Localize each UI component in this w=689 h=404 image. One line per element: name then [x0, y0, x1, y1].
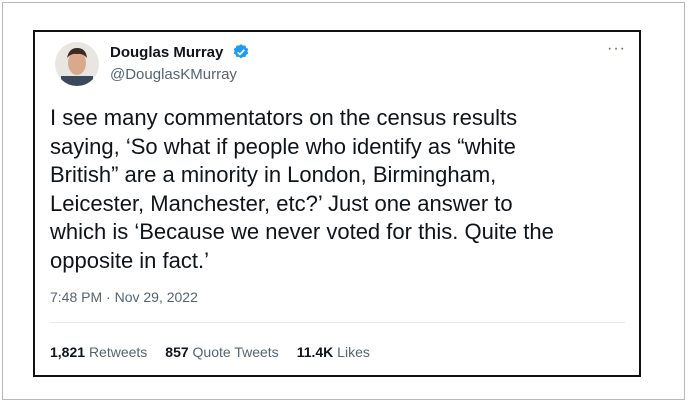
stat-count: 857: [165, 344, 188, 360]
tweet-card: Douglas Murray @DouglasKMurray ··· I see…: [33, 30, 641, 377]
timestamp[interactable]: 7:48 PM · Nov 29, 2022: [50, 289, 198, 305]
tweet-line: British” are a minority in London, Birmi…: [50, 161, 554, 190]
stat-label: Retweets: [89, 344, 147, 360]
stat[interactable]: 11.4K Likes: [297, 344, 370, 360]
tweet-line: I see many commentators on the census re…: [50, 104, 554, 133]
tweet-line: which is ‘Because we never voted for thi…: [50, 218, 554, 247]
verified-badge: [232, 43, 250, 61]
stat-label: Quote Tweets: [193, 344, 279, 360]
more-button[interactable]: ···: [607, 40, 626, 58]
user-name[interactable]: Douglas Murray: [110, 44, 223, 61]
stat[interactable]: 1,821 Retweets: [50, 344, 147, 360]
divider: [50, 322, 625, 323]
stats: 1,821 Retweets 857 Quote Tweets 11.4K Like…: [50, 344, 370, 360]
page: Douglas Murray @DouglasKMurray ··· I see…: [0, 0, 689, 404]
stat-count: 11.4K: [297, 344, 334, 360]
stat-label: Likes: [337, 344, 370, 360]
user-handle[interactable]: @DouglasKMurray: [110, 66, 237, 83]
stat-count: 1,821: [50, 344, 85, 360]
avatar[interactable]: [55, 42, 99, 86]
tweet-text: I see many commentators on the census re…: [50, 104, 554, 275]
stat[interactable]: 857 Quote Tweets: [165, 344, 278, 360]
tweet-line: opposite in fact.’: [50, 247, 554, 276]
tweet-line: Leicester, Manchester, etc?’ Just one an…: [50, 190, 554, 219]
tweet-line: saying, ‘So what if people who identify …: [50, 133, 554, 162]
